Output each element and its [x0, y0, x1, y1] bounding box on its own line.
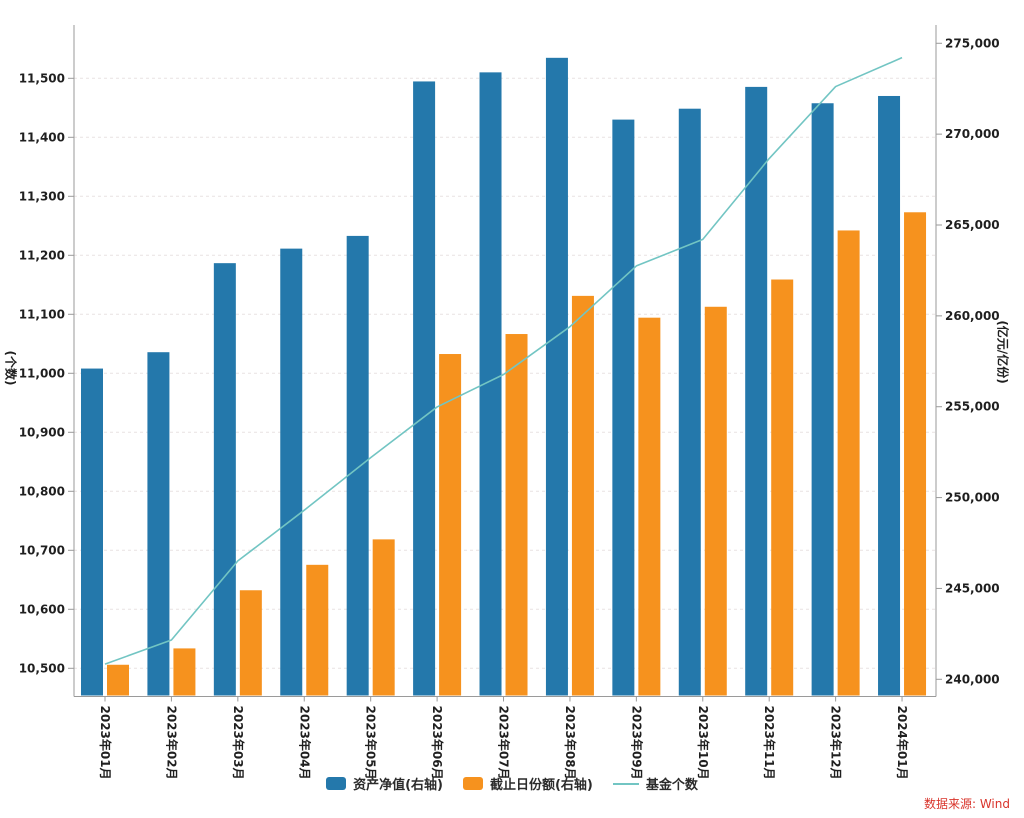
right-axis-tick-label: 255,000 [945, 400, 1000, 414]
line-series-fund-count [104, 56, 903, 665]
nav-bar [745, 86, 768, 696]
right-axis-tick-label: 245,000 [945, 581, 1000, 595]
right-axis-tick-label: 260,000 [945, 309, 1000, 323]
right-axis-tick-label: 270,000 [945, 127, 1000, 141]
nav-bar [479, 72, 502, 696]
x-axis-tick-label: 2023年03月 [231, 706, 246, 780]
shares-bar [306, 564, 329, 696]
nav-bar [213, 263, 236, 696]
left-axis-tick-label: 10,700 [19, 543, 65, 557]
bar-series-shares [107, 212, 927, 696]
fund-count-line-swatch-icon [612, 782, 639, 785]
right-axis-title: (亿元/亿份) [995, 320, 1010, 384]
nav-bar [612, 119, 635, 696]
shares-bar [771, 279, 794, 696]
left-axis-tick-label: 10,900 [19, 425, 65, 439]
x-axis-tick-label: 2023年11月 [762, 706, 777, 780]
x-axis-tick-label: 2023年12月 [829, 706, 844, 780]
legend-item-nav: 资产净值(右轴) [326, 774, 443, 793]
data-source-note: 数据来源: Wind [923, 797, 1010, 811]
bar-series-net-asset-value [81, 57, 901, 696]
x-axis-tick-label: 2023年08月 [563, 706, 578, 780]
right-axis-ticks: 240,000 245,000 250,000 255,000 260,000 265,0… [936, 36, 1000, 686]
shares-bar [704, 306, 727, 696]
x-axis-tick-label: 2023年02月 [164, 706, 179, 780]
x-axis-tick-label: 2024年01月 [895, 706, 910, 780]
x-axis-tick-label: 2023年06月 [430, 706, 445, 780]
axes [73, 25, 937, 697]
shares-bar [107, 664, 129, 696]
legend-item-shares: 截止日份额(右轴) [462, 774, 593, 793]
legend-label-shares: 截止日份额(右轴) [489, 778, 593, 793]
nav-bar [280, 248, 303, 696]
shares-bar [571, 295, 594, 696]
nav-bar [81, 368, 103, 696]
shares-bar [837, 230, 860, 696]
nav-bar [147, 352, 170, 696]
fund-count-line [104, 56, 903, 665]
left-axis-tick-label: 11,000 [19, 366, 65, 380]
left-axis-tick-label: 11,500 [19, 71, 65, 85]
shares-bar [173, 648, 196, 696]
right-axis-tick-label: 250,000 [945, 491, 1000, 505]
nav-bar-swatch-icon [326, 777, 347, 790]
nav-bar [811, 103, 834, 696]
left-axis-tick-label: 10,600 [19, 602, 65, 616]
nav-bar [678, 108, 701, 696]
nav-bar [346, 235, 369, 696]
x-axis-tick-label: 2023年07月 [497, 706, 512, 780]
legend-item-fund-count: 基金个数 [612, 774, 698, 793]
x-axis-tick-label: 2023年01月 [98, 706, 113, 780]
x-axis-ticks: 2023年01月 2023年02月 2023年03月 2023年04月 2023年05月… [98, 696, 910, 780]
x-axis-tick-label: 2023年04月 [297, 706, 312, 780]
nav-bar [878, 95, 901, 696]
shares-bar [904, 212, 927, 696]
shares-bar-swatch-icon [462, 777, 483, 790]
left-axis-tick-label: 11,300 [19, 189, 65, 203]
right-axis-tick-label: 240,000 [945, 672, 1000, 686]
x-axis-tick-label: 2023年09月 [629, 706, 644, 780]
shares-bar [638, 317, 661, 696]
right-axis-tick-label: 265,000 [945, 218, 1000, 232]
shares-bar [239, 590, 262, 696]
right-axis-tick-label: 275,000 [945, 36, 1000, 50]
nav-bar [545, 57, 568, 696]
left-axis-tick-label: 10,500 [19, 661, 65, 675]
legend: 资产净值(右轴) 截止日份额(右轴) 基金个数 [0, 774, 1024, 793]
x-axis-tick-label: 2023年05月 [364, 706, 379, 780]
legend-label-nav: 资产净值(右轴) [353, 778, 443, 793]
left-axis-tick-label: 11,100 [19, 307, 65, 321]
left-axis-ticks: 10,500 10,600 10,700 10,800 10,900 11,000 11,1… [19, 71, 74, 675]
left-axis-tick-label: 11,400 [19, 130, 65, 144]
left-axis-title: (个数) [3, 350, 18, 386]
left-axis-tick-label: 10,800 [19, 484, 65, 498]
nav-bar [413, 81, 436, 696]
shares-bar [439, 354, 462, 696]
shares-bar [505, 334, 528, 696]
shares-bar [372, 539, 395, 696]
legend-label-fund-count: 基金个数 [645, 778, 698, 793]
left-axis-tick-label: 11,200 [19, 248, 65, 262]
x-axis-tick-label: 2023年10月 [696, 706, 711, 780]
